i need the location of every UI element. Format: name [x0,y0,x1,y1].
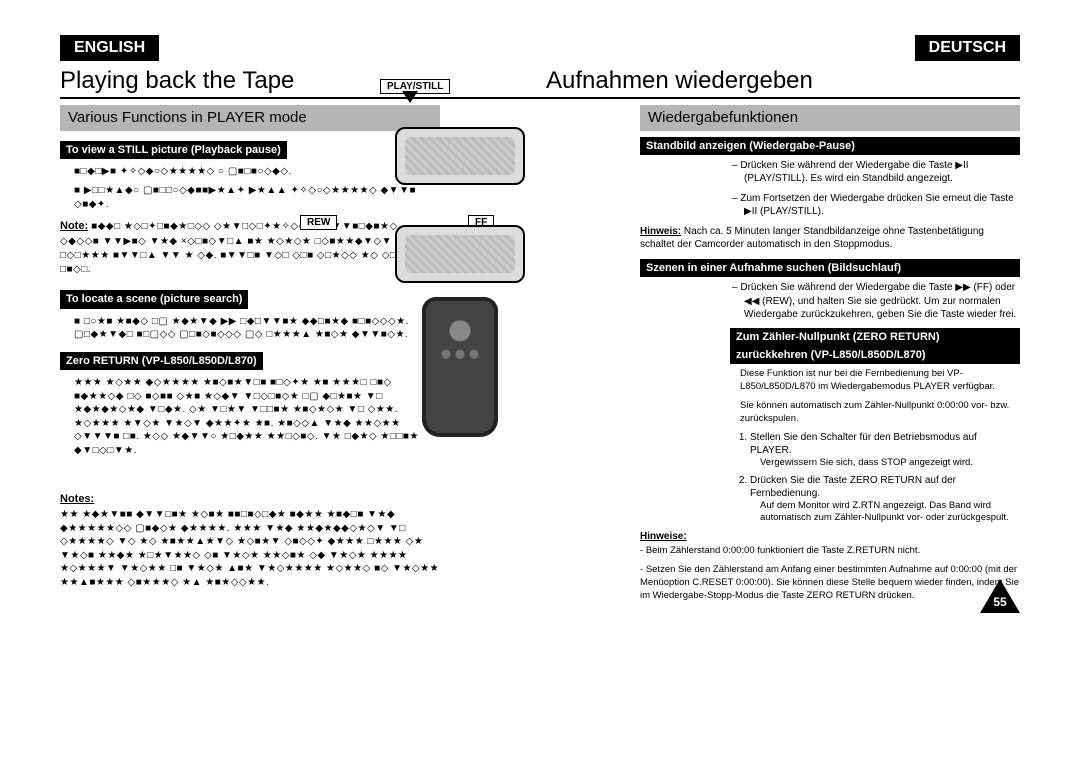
de-h2: - Setzen Sie den Zählerstand am Anfang e… [640,564,1020,602]
de-h1: - Beim Zählerstand 0:00:00 funktioniert … [640,545,1020,558]
fig-camcorder-2 [395,225,525,283]
page-number: 55 [990,595,1010,611]
de-sub3-lead2: Sie können automatisch zum Zähler-Nullpu… [740,400,1020,426]
content-columns: Various Functions in PLAYER mode To view… [60,105,1020,609]
de-sub1-b2: Zum Fortsetzen der Wiedergabe drücken Si… [744,192,1020,219]
de-step2a: Auf dem Monitor wird Z.RTN angezeigt. Da… [760,500,1020,525]
de-sub3b: zurückkehren (VP-L850/L850D/L870) [730,346,1020,364]
callout-rew: REW [300,215,337,230]
de-sub2-b1: Drücken Sie während der Wiedergabe die T… [744,281,1020,322]
en-sub2: To locate a scene (picture search) [60,290,248,308]
de-step1a: Vergewissern Sie sich, dass STOP angezei… [760,457,1020,469]
col-deutsch: Wiedergabefunktionen Standbild anzeigen … [640,105,1020,609]
de-hinweis-label: Hinweis: [640,226,681,237]
de-hinweis-body: Nach ca. 5 Minuten langer Standbildanzei… [640,226,984,250]
lang-deutsch: DEUTSCH [915,35,1020,61]
de-steps: Stellen Sie den Schalter für den Betrieb… [750,431,1020,524]
title-de: Aufnahmen wiedergeben [534,65,1020,97]
en-sub3: Zero RETURN (VP-L850/L850D/L870) [60,352,263,370]
de-sub2: Szenen in einer Aufnahme suchen (Bildsuc… [640,259,1020,277]
manual-page: ENGLISH DEUTSCH Playing back the Tape Au… [60,35,1020,609]
de-step2: Drücken Sie die Taste ZERO RETURN auf de… [750,474,1020,525]
de-sub3a: Zum Zähler-Nullpunkt (ZERO RETURN) [730,328,1020,346]
de-sub1-b1: Drücken Sie während der Wiedergabe die T… [744,159,1020,186]
figures: PLAY/STILL REW FF [340,105,580,437]
de-sub1: Standbild anzeigen (Wiedergabe-Pause) [640,137,1020,155]
language-tabs: ENGLISH DEUTSCH [60,35,1020,61]
lang-english: ENGLISH [60,35,159,61]
en-note-label: Note: [60,220,88,232]
de-hinweise-label: Hinweise: [640,531,687,542]
de-step1: Stellen Sie den Schalter für den Betrieb… [750,431,1020,469]
en-notes-label: Notes: [60,493,94,505]
titles-row: Playing back the Tape Aufnahmen wiederge… [60,65,1020,99]
de-sub3-lead1: Diese Funktion ist nur bei die Fernbedie… [740,368,1020,394]
en-notes-body: ★★ ★◆★▼■■ ◆▼▼□■★ ★◇■★ ■■□■◇□◆★ ■◆★★ ★■◆□… [60,508,440,589]
page-number-badge: 55 [980,579,1020,613]
section-de: Wiedergabefunktionen [640,105,1020,131]
en-sub1: To view a STILL picture (Playback pause) [60,141,287,159]
fig-remote [422,297,498,437]
title-en: Playing back the Tape [60,65,534,97]
fig-camcorder-1 [395,127,525,185]
